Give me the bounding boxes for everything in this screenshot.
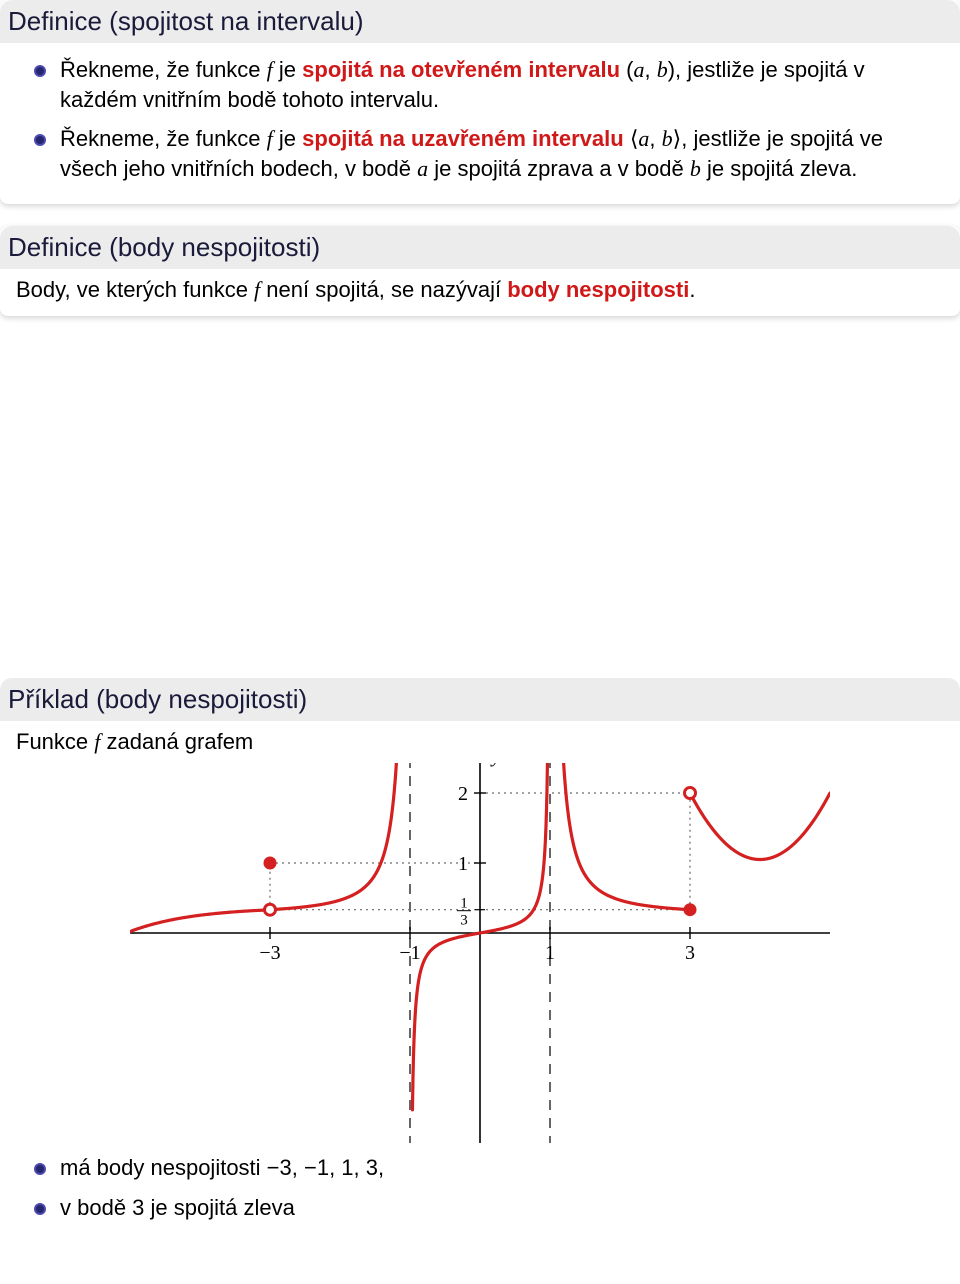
text: je spojitá zleva.	[701, 156, 858, 181]
text: je	[273, 126, 302, 151]
block2-body: Body, ve kterých funkce f není spojitá, …	[0, 269, 960, 317]
block1-body: Řekneme, že funkce f je spojitá na otevř…	[0, 43, 960, 204]
svg-text:3: 3	[460, 913, 468, 929]
block1-item1: Řekneme, že funkce f je spojitá na otevř…	[48, 53, 944, 122]
svg-text:−3: −3	[259, 942, 280, 964]
text: je spojitá zprava a v bodě	[428, 156, 690, 181]
block1-list: Řekneme, že funkce f je spojitá na otevř…	[16, 53, 944, 192]
definition-discontinuity-points: Definice (body nespojitosti) Body, ve kt…	[0, 226, 960, 317]
block3-title: Příklad (body nespojitosti)	[0, 678, 960, 721]
block3-foot2: v bodě 3 je spojitá zleva	[48, 1191, 944, 1231]
discontinuity-chart: −3−1132113xy	[130, 763, 830, 1143]
block1-item2: Řekneme, že funkce f je spojitá na uzavř…	[48, 122, 944, 191]
text: je spojitá zleva	[144, 1195, 294, 1220]
text: je	[273, 57, 302, 82]
block3-footer-list: má body nespojitosti −3, −1, 1, 3, v bod…	[16, 1151, 944, 1230]
svg-text:2: 2	[458, 783, 468, 805]
text: zadaná grafem	[100, 729, 253, 754]
math-b: b	[662, 126, 673, 151]
block3-subtitle: Funkce f zadaná grafem	[16, 727, 944, 757]
text: ⟨	[624, 126, 639, 151]
definition-continuity-interval: Definice (spojitost na intervalu) Řeknem…	[0, 0, 960, 204]
red-term: spojitá na otevřeném intervalu	[302, 57, 620, 82]
block2-title: Definice (body nespojitosti)	[0, 226, 960, 269]
red-term: spojitá na uzavřeném intervalu	[302, 126, 624, 151]
red-term: body nespojitosti	[507, 277, 689, 302]
svg-text:1: 1	[460, 896, 468, 912]
text: .	[689, 277, 695, 302]
text: ⟩	[673, 126, 682, 151]
math-a: a	[638, 126, 649, 151]
values: −3, −1, 1, 3	[267, 1155, 378, 1180]
text: Body, ve kterých funkce	[16, 277, 254, 302]
block1-title: Definice (spojitost na intervalu)	[0, 0, 960, 43]
text: Řekneme, že funkce	[60, 57, 267, 82]
example-discontinuity-points: Příklad (body nespojitosti) Funkce f zad…	[0, 678, 960, 1242]
block3-body: Funkce f zadaná grafem −3−1132113xy má b…	[0, 721, 960, 1242]
text: Funkce	[16, 729, 94, 754]
math-a: a	[633, 57, 644, 82]
text: v bodě	[60, 1195, 132, 1220]
text: ,	[644, 57, 656, 82]
text: Řekneme, že funkce	[60, 126, 267, 151]
text: ,	[378, 1155, 384, 1180]
math-a: a	[417, 156, 428, 181]
text: není spojitá, se nazývají	[260, 277, 507, 302]
text: (	[620, 57, 633, 82]
svg-text:3: 3	[685, 942, 695, 964]
svg-text:y: y	[490, 763, 501, 767]
svg-text:1: 1	[545, 942, 555, 964]
svg-text:−1: −1	[399, 942, 420, 964]
text: ,	[649, 126, 661, 151]
block3-foot1: má body nespojitosti −3, −1, 1, 3,	[48, 1151, 944, 1191]
math-b: b	[657, 57, 668, 82]
chart-container: −3−1132113xy	[16, 757, 944, 1147]
svg-text:1: 1	[458, 853, 468, 875]
math-b: b	[690, 156, 701, 181]
text: )	[668, 57, 675, 82]
value: 3	[132, 1195, 144, 1220]
text: má body nespojitosti	[60, 1155, 267, 1180]
vertical-spacer	[0, 338, 960, 678]
